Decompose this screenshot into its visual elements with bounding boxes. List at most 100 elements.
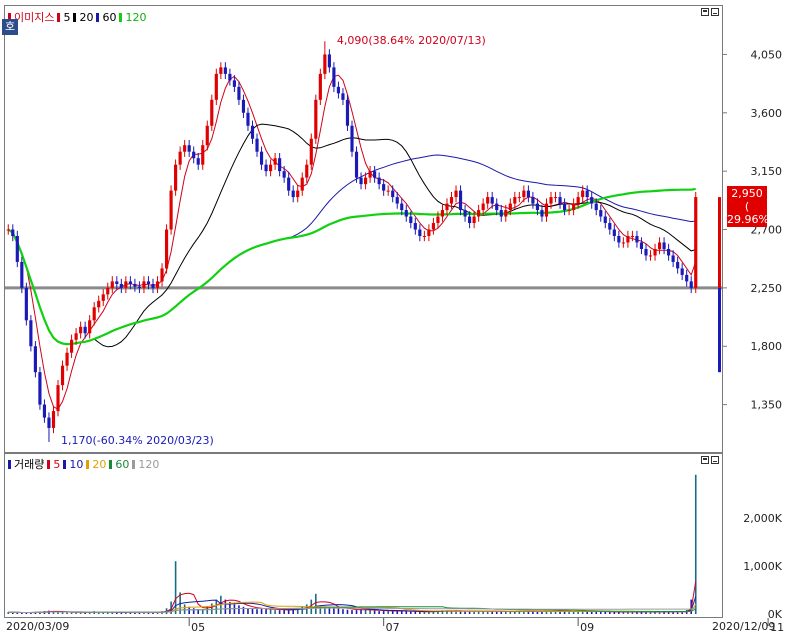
candle-body <box>47 417 51 428</box>
volume-bar <box>39 611 41 614</box>
candle-body <box>137 286 142 288</box>
candle-body <box>97 300 101 308</box>
volume-bar <box>134 612 136 614</box>
volume-bar <box>210 603 213 614</box>
volume-bar <box>152 612 154 614</box>
volume-bar <box>599 611 602 614</box>
candle-body <box>689 281 693 288</box>
candle-body <box>535 203 540 211</box>
price-maximize-icon[interactable] <box>701 8 709 16</box>
candle-body <box>291 190 295 198</box>
candle-body <box>422 236 426 237</box>
volume-bar <box>391 610 394 614</box>
volume-bar <box>138 612 141 614</box>
ma120-line <box>7 187 696 346</box>
legend-marker <box>96 12 100 22</box>
volume-bar <box>545 611 548 614</box>
candle-body <box>382 184 386 191</box>
candle-body <box>259 151 264 165</box>
legend-marker <box>109 459 113 469</box>
candle-body <box>237 86 241 100</box>
candle-body <box>282 171 286 178</box>
candle-body <box>499 210 503 217</box>
candle-body <box>142 281 146 288</box>
candle-body <box>205 125 209 146</box>
volume-bar <box>455 611 457 614</box>
volume-bar <box>563 611 566 614</box>
volume-bar <box>631 611 634 614</box>
chart-tool-icon[interactable]: 호 <box>2 19 18 35</box>
candle-body <box>635 236 639 243</box>
volume-bar <box>572 611 575 614</box>
candle-body <box>368 171 372 178</box>
volume-bar <box>400 611 403 614</box>
volume-bar <box>242 606 245 614</box>
volume-bar <box>111 612 114 614</box>
candle-body <box>187 145 191 152</box>
month-label: 11 <box>770 621 784 634</box>
volume-tick-label: 2,000K <box>743 512 782 525</box>
volume-minimize-icon[interactable] <box>711 456 719 464</box>
price-minimize-icon[interactable] <box>711 8 719 16</box>
candle-body <box>617 236 621 243</box>
volume-bar <box>378 611 380 614</box>
volume-bar <box>509 611 512 614</box>
candle-body <box>644 248 648 256</box>
candle-body <box>630 236 635 237</box>
candle-body <box>572 203 576 211</box>
last-price-value: 2,950 <box>731 187 763 200</box>
candle-body <box>468 216 472 224</box>
volume-bar <box>360 609 362 614</box>
candle-body <box>128 281 132 284</box>
volume-bar <box>559 611 561 614</box>
price-legend: 이미지스 5 20 60 120 <box>8 9 146 25</box>
candle-body <box>174 164 178 191</box>
candle-body <box>400 203 404 211</box>
volume-bar <box>495 611 498 614</box>
volume-bar <box>292 609 295 614</box>
volume-maximize-icon[interactable] <box>701 456 709 464</box>
high-annotation: 4,090(38.64% 2020/07/13) <box>337 34 486 47</box>
volume-bar <box>446 610 448 614</box>
volume-bar <box>618 612 620 614</box>
legend-marker <box>119 12 123 22</box>
volume-bar <box>269 609 272 614</box>
volume-bar <box>672 612 674 614</box>
volume-bar <box>577 611 579 614</box>
candle-body <box>440 210 445 217</box>
candle-body <box>540 210 544 217</box>
candle-body <box>531 197 535 204</box>
volume-bar <box>333 607 335 614</box>
candle-body <box>608 223 612 230</box>
volume-bar <box>170 601 172 614</box>
y-tick-label: 4,050 <box>751 48 783 61</box>
candle-body <box>164 229 169 269</box>
volume-bar <box>84 612 86 614</box>
legend-marker <box>8 12 11 22</box>
candle-body <box>110 281 114 288</box>
candle-body <box>133 283 137 287</box>
volume-bar <box>188 606 190 614</box>
candle-body <box>472 216 476 224</box>
candle-body <box>314 99 318 139</box>
candle-body <box>594 203 598 211</box>
candle-body <box>155 281 160 288</box>
candle-body <box>33 346 37 373</box>
volume-bar <box>536 611 539 614</box>
projection-up-bar <box>718 197 721 288</box>
volume-bar <box>30 612 32 614</box>
month-label: 07 <box>386 621 400 634</box>
volume-bar <box>428 611 430 614</box>
volume-legend-ma60: 60 <box>115 457 130 471</box>
volume-bar <box>75 612 77 614</box>
candle-body <box>359 177 363 185</box>
candle-body <box>250 125 255 139</box>
volume-legend: 거래량 5 10 20 60 120 <box>8 456 159 472</box>
volume-bar <box>500 611 503 614</box>
candle-body <box>241 99 246 113</box>
volume-bar <box>287 610 290 614</box>
volume-bar <box>541 611 543 614</box>
candle-body <box>373 171 377 178</box>
volume-bar <box>355 610 358 614</box>
volume-bar <box>373 610 376 614</box>
